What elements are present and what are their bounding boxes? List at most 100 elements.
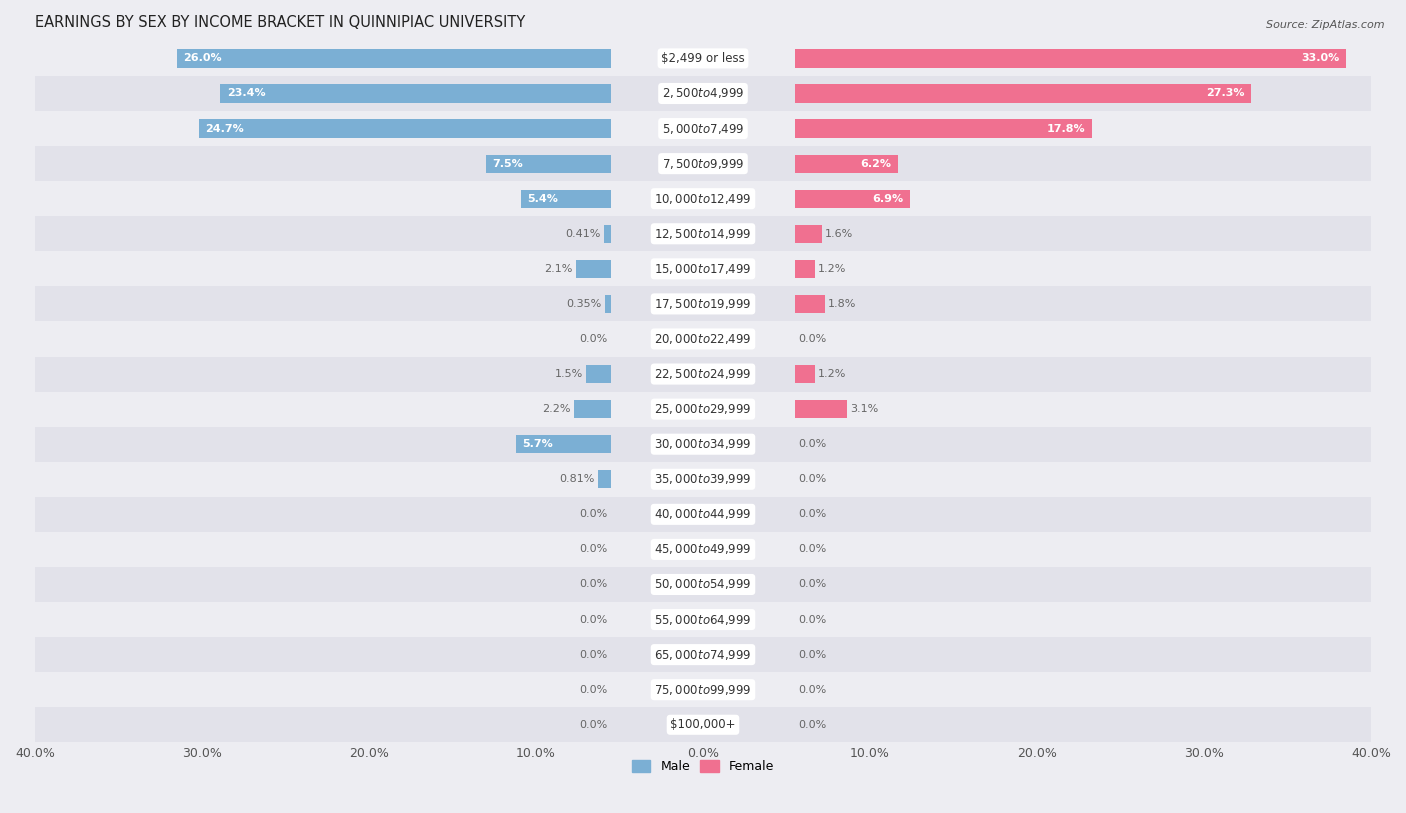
Text: 17.8%: 17.8% <box>1047 124 1085 133</box>
Text: $12,500 to $14,999: $12,500 to $14,999 <box>654 227 752 241</box>
Text: $7,500 to $9,999: $7,500 to $9,999 <box>662 157 744 171</box>
Text: 24.7%: 24.7% <box>205 124 245 133</box>
Text: 0.0%: 0.0% <box>799 615 827 624</box>
Bar <box>794 120 1092 137</box>
Bar <box>177 50 612 67</box>
Text: 0.0%: 0.0% <box>579 720 607 730</box>
Bar <box>35 146 1371 181</box>
Text: 0.0%: 0.0% <box>579 685 607 694</box>
Text: $35,000 to $39,999: $35,000 to $39,999 <box>654 472 752 486</box>
Bar <box>35 602 1371 637</box>
Text: 0.0%: 0.0% <box>579 615 607 624</box>
Text: 27.3%: 27.3% <box>1205 89 1244 98</box>
Text: 0.0%: 0.0% <box>579 650 607 659</box>
Bar <box>794 259 815 278</box>
Bar <box>35 427 1371 462</box>
Text: 0.0%: 0.0% <box>799 334 827 344</box>
Text: $15,000 to $17,499: $15,000 to $17,499 <box>654 262 752 276</box>
Text: 0.0%: 0.0% <box>799 650 827 659</box>
Text: 1.5%: 1.5% <box>554 369 582 379</box>
Text: Source: ZipAtlas.com: Source: ZipAtlas.com <box>1267 20 1385 30</box>
Bar <box>794 365 815 383</box>
Bar <box>794 85 1251 102</box>
Text: 1.2%: 1.2% <box>818 369 846 379</box>
Bar <box>35 216 1371 251</box>
Text: 0.0%: 0.0% <box>799 474 827 485</box>
Text: 7.5%: 7.5% <box>492 159 523 168</box>
Text: 0.0%: 0.0% <box>579 509 607 520</box>
Text: 0.0%: 0.0% <box>799 545 827 554</box>
Bar <box>794 224 821 243</box>
Text: $75,000 to $99,999: $75,000 to $99,999 <box>654 683 752 697</box>
Legend: Male, Female: Male, Female <box>627 754 779 778</box>
Bar <box>605 224 612 243</box>
Text: 1.8%: 1.8% <box>828 299 856 309</box>
Text: 3.1%: 3.1% <box>851 404 879 414</box>
Bar <box>35 672 1371 707</box>
Text: 0.0%: 0.0% <box>579 580 607 589</box>
Bar <box>35 41 1371 76</box>
Text: 0.81%: 0.81% <box>560 474 595 485</box>
Bar <box>35 497 1371 532</box>
Bar <box>35 462 1371 497</box>
Text: 0.41%: 0.41% <box>565 228 600 239</box>
Text: $2,499 or less: $2,499 or less <box>661 52 745 65</box>
Text: $30,000 to $34,999: $30,000 to $34,999 <box>654 437 752 451</box>
Text: $100,000+: $100,000+ <box>671 718 735 731</box>
Text: 0.0%: 0.0% <box>799 720 827 730</box>
Text: 5.7%: 5.7% <box>523 439 554 450</box>
Text: 1.2%: 1.2% <box>818 264 846 274</box>
Text: 5.4%: 5.4% <box>527 193 558 204</box>
Bar <box>794 50 1346 67</box>
Bar <box>586 365 612 383</box>
Bar <box>198 120 612 137</box>
Text: $25,000 to $29,999: $25,000 to $29,999 <box>654 402 752 416</box>
Text: EARNINGS BY SEX BY INCOME BRACKET IN QUINNIPIAC UNIVERSITY: EARNINGS BY SEX BY INCOME BRACKET IN QUI… <box>35 15 526 30</box>
Text: 0.35%: 0.35% <box>567 299 602 309</box>
Text: $22,500 to $24,999: $22,500 to $24,999 <box>654 367 752 381</box>
Text: $55,000 to $64,999: $55,000 to $64,999 <box>654 612 752 627</box>
Bar <box>35 111 1371 146</box>
Text: 0.0%: 0.0% <box>799 580 827 589</box>
Text: 6.9%: 6.9% <box>872 193 904 204</box>
Bar <box>35 357 1371 392</box>
Bar <box>794 189 910 208</box>
Bar <box>35 181 1371 216</box>
Text: 33.0%: 33.0% <box>1301 54 1340 63</box>
Bar <box>35 251 1371 286</box>
Text: 23.4%: 23.4% <box>226 89 266 98</box>
Bar <box>794 154 898 172</box>
Text: $5,000 to $7,499: $5,000 to $7,499 <box>662 122 744 136</box>
Bar <box>516 435 612 454</box>
Bar <box>576 259 612 278</box>
Bar <box>35 76 1371 111</box>
Bar <box>794 400 846 418</box>
Text: $50,000 to $54,999: $50,000 to $54,999 <box>654 577 752 592</box>
Text: 2.1%: 2.1% <box>544 264 572 274</box>
Bar <box>575 400 612 418</box>
Text: $2,500 to $4,999: $2,500 to $4,999 <box>662 86 744 101</box>
Text: 2.2%: 2.2% <box>543 404 571 414</box>
Text: $17,500 to $19,999: $17,500 to $19,999 <box>654 297 752 311</box>
Text: 0.0%: 0.0% <box>579 545 607 554</box>
Bar <box>522 189 612 208</box>
Text: $20,000 to $22,499: $20,000 to $22,499 <box>654 332 752 346</box>
Bar <box>221 85 612 102</box>
Text: 0.0%: 0.0% <box>579 334 607 344</box>
Text: 1.6%: 1.6% <box>825 228 853 239</box>
Text: $65,000 to $74,999: $65,000 to $74,999 <box>654 648 752 662</box>
Bar <box>35 637 1371 672</box>
Bar <box>606 295 612 313</box>
Bar <box>598 470 612 489</box>
Text: $10,000 to $12,499: $10,000 to $12,499 <box>654 192 752 206</box>
Bar <box>794 295 825 313</box>
Bar <box>35 392 1371 427</box>
Text: $40,000 to $44,999: $40,000 to $44,999 <box>654 507 752 521</box>
Text: 26.0%: 26.0% <box>184 54 222 63</box>
Bar <box>486 154 612 172</box>
Bar <box>35 707 1371 742</box>
Text: 0.0%: 0.0% <box>799 439 827 450</box>
Text: 0.0%: 0.0% <box>799 509 827 520</box>
Text: 6.2%: 6.2% <box>860 159 891 168</box>
Bar <box>35 321 1371 357</box>
